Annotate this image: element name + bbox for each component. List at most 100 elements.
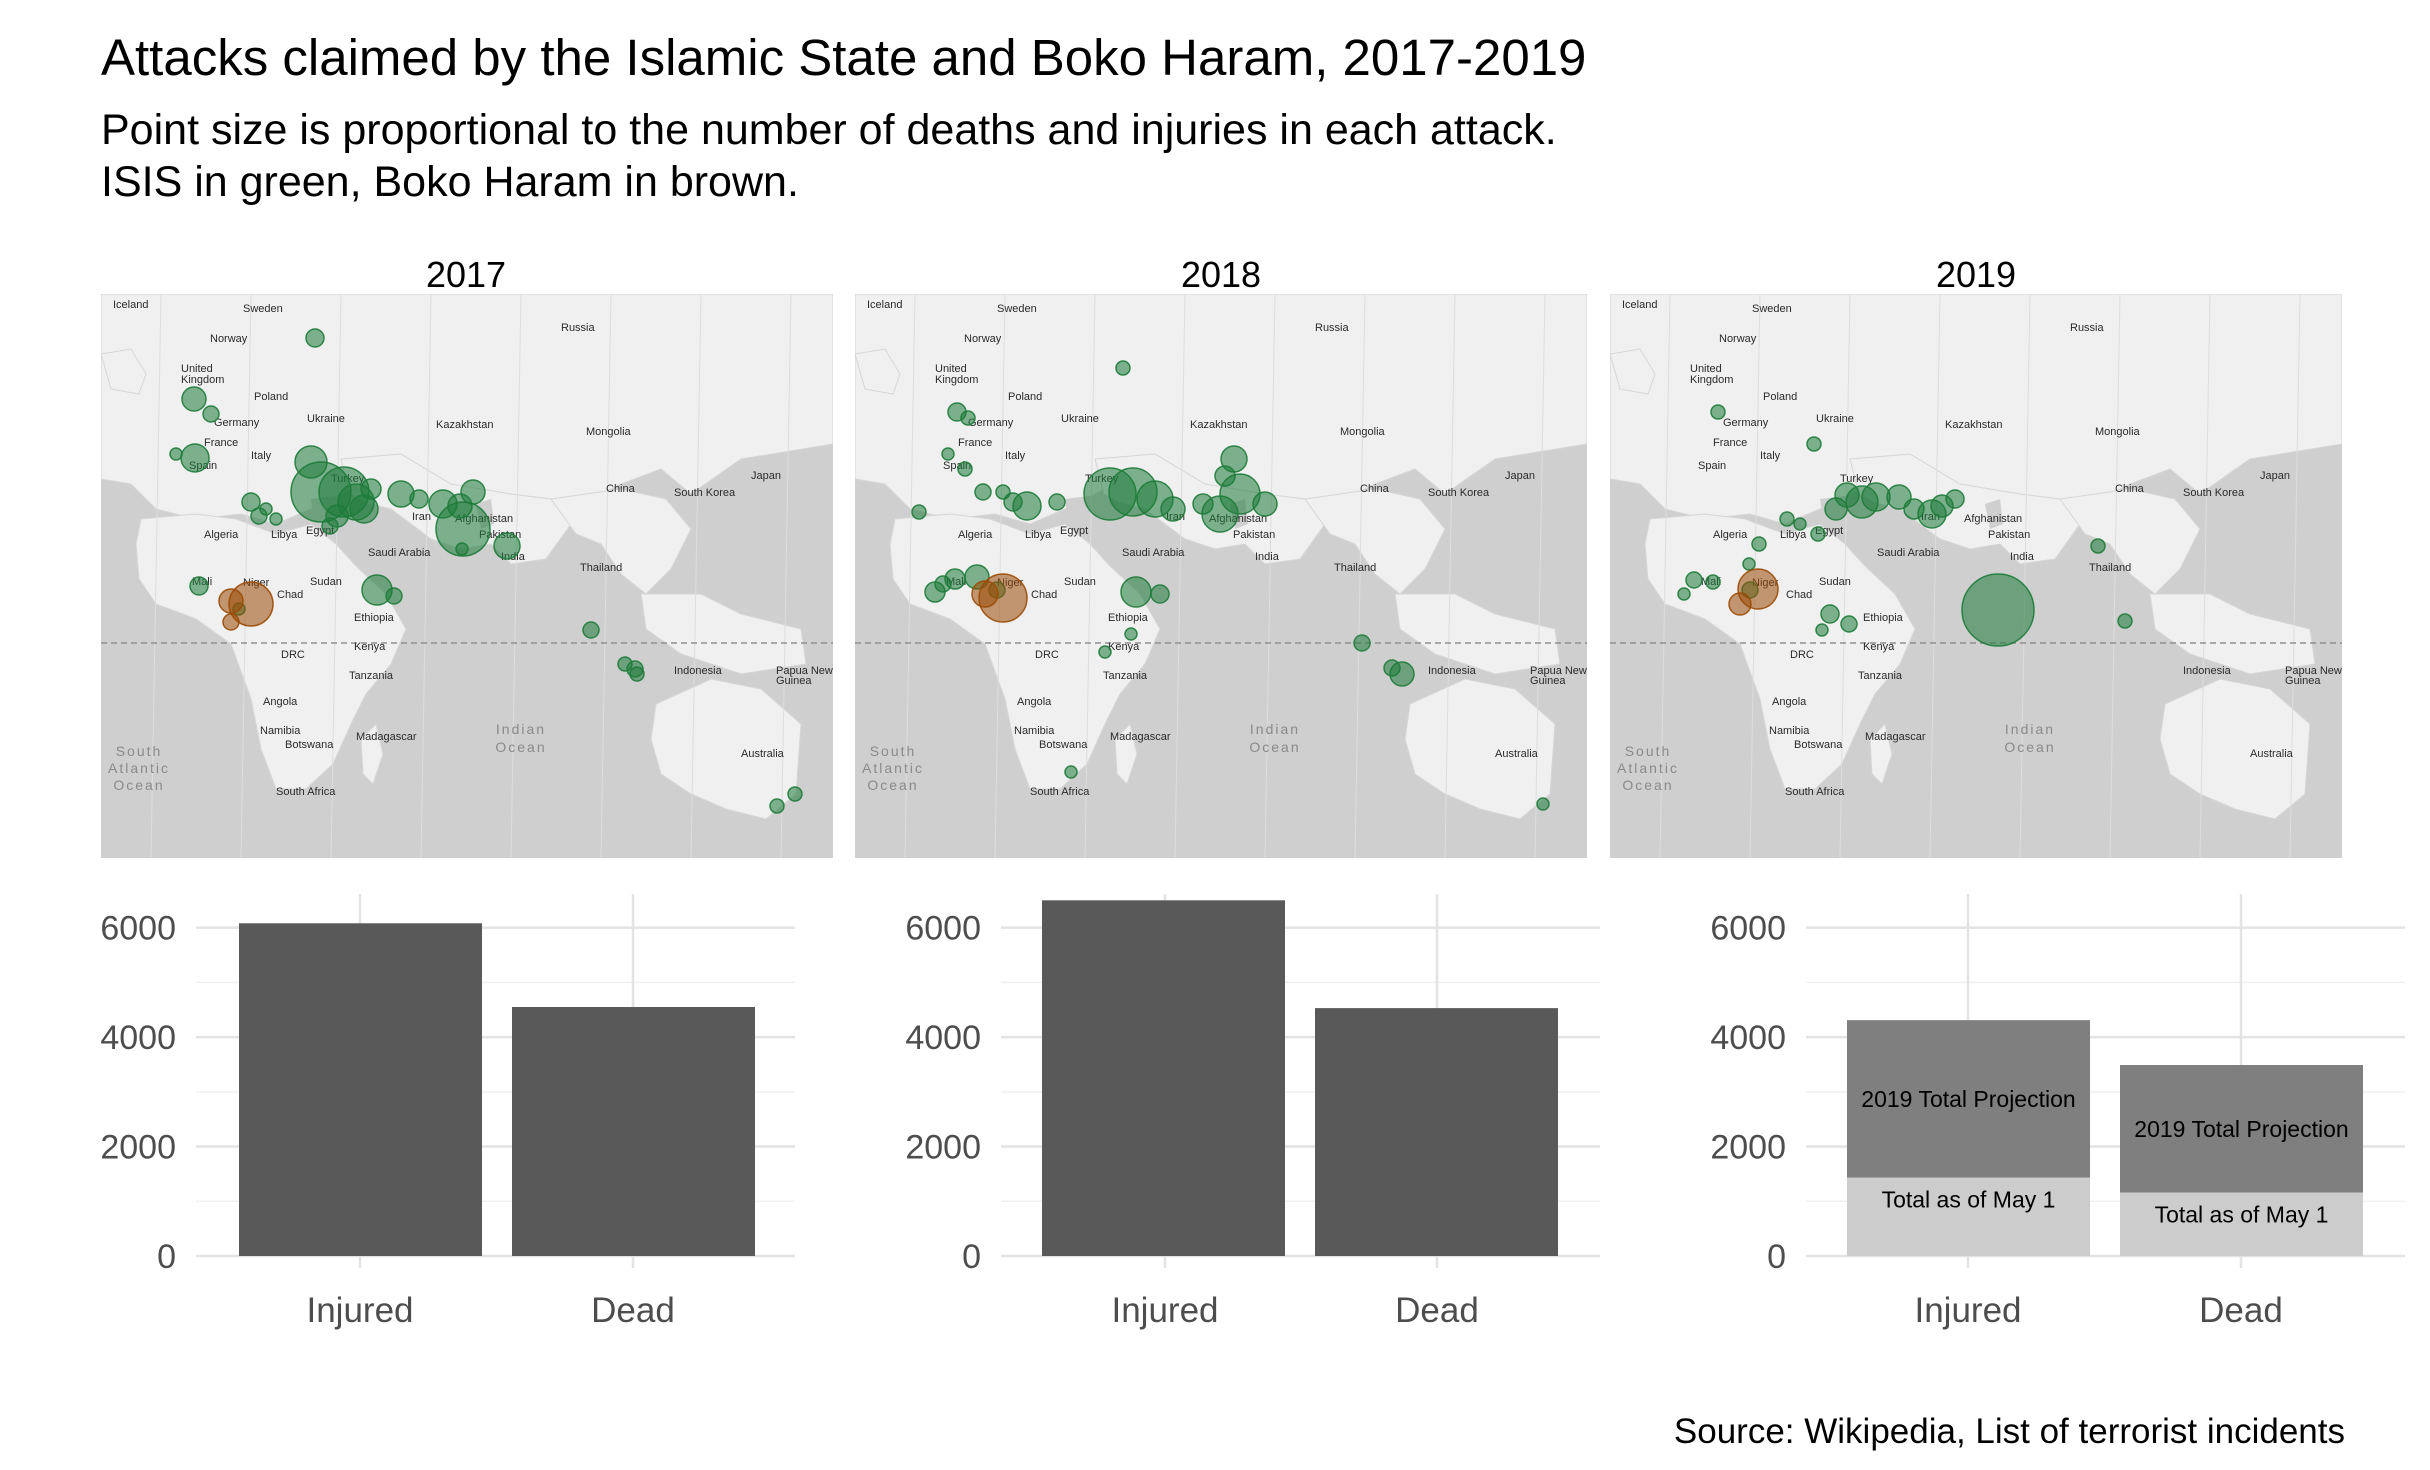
isis-attack-point (189, 576, 209, 596)
x-category-label: Injured (1111, 1291, 1218, 1330)
map-landmass (550, 488, 692, 595)
y-tick-label: 6000 (100, 910, 176, 948)
map-landmass (650, 678, 802, 820)
map-place-label: Indian (1250, 721, 1300, 737)
map-landmass (640, 593, 807, 675)
map-place-label: Italy (1760, 450, 1781, 462)
y-tick-label: 0 (962, 1238, 981, 1276)
bar-segment-as-of-may (1847, 1177, 2090, 1256)
map-place-label: United (1690, 363, 1722, 375)
isis-attack-point (1098, 645, 1112, 659)
map-border-line (150, 294, 162, 858)
map-border-line (1354, 294, 1366, 858)
boko-haram-attack-point (218, 588, 244, 614)
map-place-label: United (181, 363, 213, 375)
isis-attack-point (1115, 360, 1131, 376)
map-border-line (1264, 294, 1276, 858)
map-place-label: DRC (281, 649, 305, 661)
map-place-label: Ocean (1622, 777, 1673, 793)
map-border-line (2289, 294, 2301, 858)
x-category-label: Dead (591, 1291, 675, 1330)
map-place-label: DRC (1035, 649, 1059, 661)
map-place-label: Ethiopia (354, 612, 395, 624)
map-place-label: Japan (2260, 470, 2290, 482)
map-place-label: India (2010, 551, 2035, 563)
map-place-label: Madagascar (1865, 731, 1926, 743)
isis-attack-point (1815, 623, 1829, 637)
map-place-label: Guinea (2285, 675, 2321, 687)
segment-label-projection: 2019 Total Projection (1861, 1086, 2075, 1112)
map-place-label: Saudi Arabia (1877, 547, 1940, 559)
isis-attack-point (1120, 576, 1152, 608)
map-place-label: Indian (496, 721, 546, 737)
map-place-label: Kazakhstan (1190, 419, 1247, 431)
y-tick-label: 0 (157, 1238, 176, 1276)
map-place-label: Sweden (243, 303, 283, 315)
x-category-label: Dead (2199, 1291, 2283, 1330)
isis-attack-point (269, 512, 283, 526)
facet-label-2018: 2018 (1180, 254, 1262, 295)
map-place-label: India (1255, 551, 1280, 563)
map-place-label: Ocean (2004, 739, 2055, 755)
map-place-label: Atlantic (108, 760, 170, 776)
isis-attack-point (957, 461, 973, 477)
isis-attack-point (435, 501, 491, 557)
map-place-label: Kingdom (181, 374, 224, 386)
map-landmass (1869, 723, 1893, 785)
map-place-label: Ocean (1249, 739, 1300, 755)
map-place-label: Ocean (113, 777, 164, 793)
map-panel-2018: Iceland Sweden Norway Russia United Kingdom Po… (855, 294, 1587, 858)
map-place-label: Iran (412, 511, 431, 523)
map-place-label: Sudan (1819, 576, 1851, 588)
map-place-label: Ukraine (1061, 413, 1099, 425)
map-place-label: Russia (1315, 322, 1350, 334)
map-place-label: Germany (1723, 417, 1769, 429)
isis-attack-point (582, 621, 600, 639)
y-tick-label: 2000 (1710, 1129, 1786, 1167)
map-place-label: Thailand (580, 562, 622, 574)
map-place-label: Kingdom (935, 374, 978, 386)
map-place-label: Iceland (113, 299, 148, 311)
y-tick-label: 2000 (100, 1129, 176, 1167)
facet-label-2019: 2019 (1935, 254, 2017, 295)
map-place-label: Guinea (1530, 675, 1566, 687)
source-caption: Source: Wikipedia, List of terrorist inc… (1673, 1412, 2345, 1451)
map-place-label: South Africa (276, 786, 336, 798)
map-place-label: Germany (968, 417, 1014, 429)
chart-subtitle: Point size is proportional to the number… (101, 104, 1557, 208)
bar-dead (1315, 1008, 1558, 1256)
map-place-label: United (935, 363, 967, 375)
map-place-label: Botswana (1039, 739, 1088, 751)
isis-attack-point (385, 587, 403, 605)
map-place-label: China (1360, 483, 1390, 495)
map-place-label: Germany (214, 417, 260, 429)
isis-attack-point (2117, 613, 2133, 629)
map-place-label: Papua New (1530, 665, 1587, 677)
isis-attack-point (2090, 538, 2106, 554)
map-place-label: Saudi Arabia (368, 547, 431, 559)
map-place-label: Angola (263, 696, 298, 708)
map-place-label: Tanzania (1103, 670, 1148, 682)
map-place-label: South (1625, 743, 1672, 759)
y-tick-label: 4000 (100, 1019, 176, 1057)
isis-attack-point (1150, 584, 1170, 604)
map-border-line (690, 294, 702, 858)
map-place-label: China (2115, 483, 2145, 495)
isis-attack-point (1961, 573, 2035, 647)
map-place-label: South (116, 743, 163, 759)
chart-title: Attacks claimed by the Islamic State and… (101, 29, 1587, 86)
map-border-line (1839, 294, 1851, 858)
map-place-label: Norway (964, 333, 1002, 345)
map-border-line (600, 294, 612, 858)
isis-attack-point (1353, 634, 1371, 652)
map-place-label: Namibia (1769, 725, 1810, 737)
map-panel-2019: Iceland Sweden Norway Russia United Kingdom Po… (1610, 294, 2342, 858)
map-border-line (2019, 294, 2031, 858)
map-place-label: Pakistan (1988, 529, 2030, 541)
bar-charts: 0 2000 4000 6000 Injured Dead 0 2000 4000 6000 Inj… (100, 894, 2405, 1330)
map-landmass (101, 348, 147, 395)
map-place-label: France (204, 437, 238, 449)
isis-attack-point (460, 479, 486, 505)
bar-injured (239, 923, 482, 1256)
